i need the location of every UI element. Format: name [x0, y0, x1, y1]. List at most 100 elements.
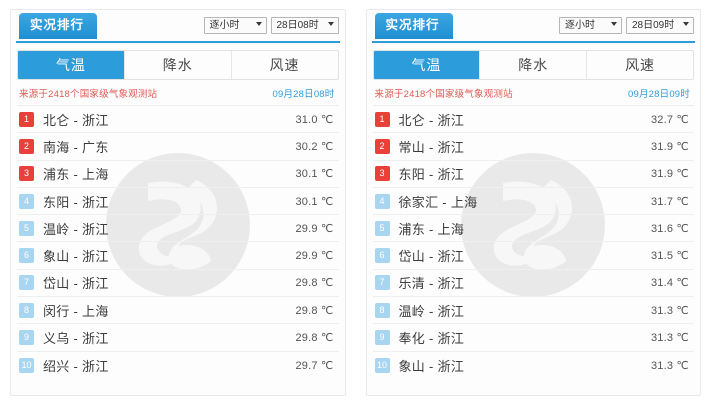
table-row[interactable]: 7 乐清 - 浙江 31.4 ℃ [372, 270, 694, 298]
station-name: 南海 - 广东 [43, 139, 109, 155]
table-row[interactable]: 6 象山 - 浙江 29.9 ℃ [17, 242, 339, 270]
header-divider [16, 41, 340, 43]
table-row[interactable]: 3 浦东 - 上海 30.1 ℃ [17, 161, 339, 188]
tab-precipitation[interactable]: 降水 [480, 51, 588, 79]
station-name: 奉化 - 浙江 [398, 331, 465, 347]
panel-title: 实况排行 [19, 13, 98, 39]
station-name: 徐家汇 - 上海 [398, 194, 478, 210]
rank-badge: 1 [374, 111, 390, 127]
rank-badge: 6 [19, 248, 34, 264]
time-select-wrap: 28日08时 [270, 15, 339, 34]
metric-tabs: 气温 降水 风速 [372, 50, 694, 80]
rank-badge: 1 [19, 111, 34, 127]
temperature-value: 32.7 ℃ [650, 113, 689, 126]
interval-select[interactable]: 逐小时 [203, 17, 267, 34]
rank-badge: 6 [374, 248, 390, 264]
interval-select-wrap: 逐小时 [203, 15, 267, 34]
temperature-value: 30.2 ℃ [295, 140, 334, 153]
ranking-list: 1 北仑 - 浙江 32.7 ℃ 2 常山 - 浙江 31.9 ℃ 3 东阳 -… [372, 106, 695, 379]
source-timestamp: 09月28日09时 [627, 88, 690, 100]
temperature-value: 31.7 ℃ [650, 195, 689, 208]
station-name: 象山 - 浙江 [398, 358, 465, 374]
table-row[interactable]: 10 象山 - 浙江 31.3 ℃ [373, 352, 695, 379]
tab-temperature[interactable]: 气温 [373, 51, 481, 79]
station-name: 东阳 - 浙江 [43, 194, 109, 210]
tab-precipitation[interactable]: 降水 [124, 51, 232, 79]
table-row[interactable]: 9 义乌 - 浙江 29.8 ℃ [17, 324, 339, 352]
source-line: 来源于2418个国家级气象观测站 09月28日08时 [17, 80, 339, 106]
source-timestamp: 09月28日08时 [272, 88, 335, 100]
station-name: 乐清 - 浙江 [398, 276, 465, 292]
tab-windspeed[interactable]: 风速 [587, 51, 693, 79]
table-row[interactable]: 1 北仑 - 浙江 32.7 ℃ [372, 106, 694, 134]
panel-title: 实况排行 [374, 13, 453, 39]
temperature-value: 29.9 ℃ [295, 222, 334, 235]
table-row[interactable]: 4 东阳 - 浙江 30.1 ℃ [17, 188, 339, 216]
table-row[interactable]: 1 北仑 - 浙江 31.0 ℃ [17, 106, 339, 134]
rank-badge: 3 [19, 166, 34, 182]
station-name: 东阳 - 浙江 [398, 167, 465, 183]
table-row[interactable]: 3 东阳 - 浙江 31.9 ℃ [372, 161, 694, 188]
rank-badge: 4 [374, 193, 390, 209]
temperature-value: 29.7 ℃ [295, 359, 334, 372]
interval-select-wrap: 逐小时 [559, 15, 622, 34]
station-name: 义乌 - 浙江 [43, 331, 109, 347]
temperature-value: 31.9 ℃ [650, 140, 689, 153]
table-row[interactable]: 10 绍兴 - 浙江 29.7 ℃ [17, 352, 339, 379]
table-row[interactable]: 5 浦东 - 上海 31.6 ℃ [372, 215, 694, 243]
temperature-value: 31.6 ℃ [650, 222, 689, 235]
panel-body: 实况排行 逐小时 28日08时 气温 降 [10, 9, 346, 396]
table-row[interactable]: 4 徐家汇 - 上海 31.7 ℃ [372, 188, 694, 216]
rank-badge: 5 [19, 220, 34, 236]
header-controls: 逐小时 28日08时 [203, 15, 339, 34]
source-line: 来源于2418个国家级气象观测站 09月28日09时 [372, 80, 694, 106]
table-row[interactable]: 8 闵行 - 上海 29.8 ℃ [17, 297, 339, 325]
station-name: 北仑 - 浙江 [43, 112, 109, 128]
rank-badge: 5 [374, 220, 390, 236]
tab-temperature[interactable]: 气温 [18, 51, 125, 79]
station-name: 温岭 - 浙江 [398, 303, 465, 319]
table-row[interactable]: 6 岱山 - 浙江 31.5 ℃ [372, 242, 694, 270]
ranking-panel-right: 实况排行 逐小时 28日09时 气温 降 [355, 0, 711, 402]
table-row[interactable]: 2 南海 - 广东 30.2 ℃ [17, 133, 339, 161]
table-row[interactable]: 2 常山 - 浙江 31.9 ℃ [372, 133, 694, 161]
table-row[interactable]: 7 岱山 - 浙江 29.8 ℃ [17, 270, 339, 298]
ranking-panel-left: 实况排行 逐小时 28日08时 气温 降 [10, 9, 346, 396]
time-select[interactable]: 28日09时 [626, 17, 694, 34]
interval-select[interactable]: 逐小时 [559, 17, 622, 34]
rank-badge: 8 [374, 302, 390, 318]
station-name: 岱山 - 浙江 [43, 276, 109, 292]
header-controls: 逐小时 28日09时 [559, 15, 694, 34]
temperature-value: 30.1 ℃ [295, 168, 334, 181]
time-select[interactable]: 28日08时 [270, 17, 339, 34]
temperature-value: 31.4 ℃ [650, 277, 689, 290]
table-row[interactable]: 8 温岭 - 浙江 31.3 ℃ [372, 297, 694, 325]
panel-header: 实况排行 逐小时 28日09时 [367, 10, 701, 41]
rank-badge: 2 [19, 138, 34, 154]
rank-badge: 9 [19, 330, 34, 346]
temperature-value: 29.8 ℃ [295, 304, 334, 317]
station-name: 北仑 - 浙江 [398, 112, 465, 128]
panel-body: 实况排行 逐小时 28日09时 气温 降 [365, 9, 701, 396]
tab-windspeed[interactable]: 风速 [231, 51, 338, 79]
ranking-list: 1 北仑 - 浙江 31.0 ℃ 2 南海 - 广东 30.2 ℃ 3 浦东 -… [17, 106, 339, 379]
table-row[interactable]: 9 奉化 - 浙江 31.3 ℃ [372, 324, 694, 352]
rank-badge: 8 [19, 302, 34, 318]
station-name: 岱山 - 浙江 [398, 249, 465, 265]
rank-badge: 10 [19, 357, 34, 373]
station-name: 浦东 - 上海 [398, 221, 465, 237]
temperature-value: 31.9 ℃ [650, 168, 689, 181]
station-name: 绍兴 - 浙江 [43, 358, 109, 374]
temperature-value: 31.3 ℃ [650, 359, 689, 372]
temperature-value: 29.8 ℃ [295, 332, 334, 345]
station-name: 常山 - 浙江 [398, 139, 465, 155]
temperature-value: 31.0 ℃ [295, 113, 334, 126]
header-divider [371, 41, 695, 43]
time-select-wrap: 28日09时 [626, 15, 694, 34]
station-name: 闵行 - 上海 [43, 303, 109, 319]
table-row[interactable]: 5 温岭 - 浙江 29.9 ℃ [17, 215, 339, 243]
temperature-value: 31.5 ℃ [650, 250, 689, 263]
source-note: 来源于2418个国家级气象观测站 [374, 88, 513, 100]
source-note: 来源于2418个国家级气象观测站 [19, 88, 158, 100]
